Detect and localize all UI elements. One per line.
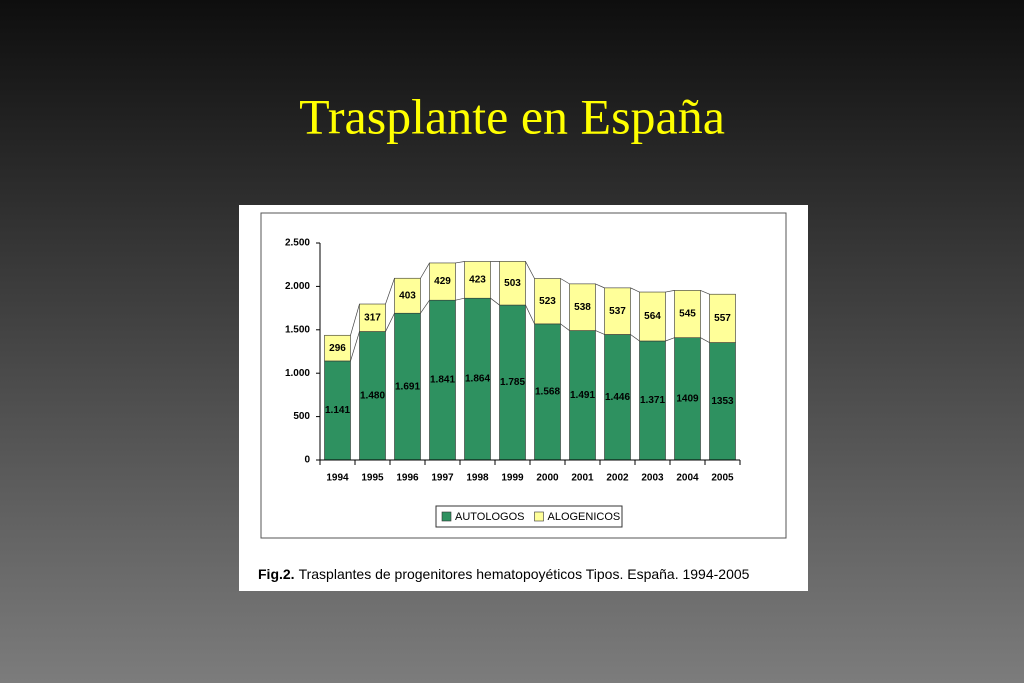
connector-line: [350, 331, 360, 362]
value-label: 1409: [676, 393, 699, 404]
x-tick-label: 2005: [711, 473, 734, 484]
value-label: 423: [469, 274, 486, 285]
connector-line: [490, 297, 500, 306]
connector-line: [455, 261, 465, 264]
value-label: 317: [364, 312, 381, 323]
x-tick-label: 2000: [536, 473, 559, 484]
value-label: 1.371: [640, 395, 665, 406]
value-label: 1.568: [535, 387, 560, 398]
x-tick-label: 1996: [396, 473, 419, 484]
value-label: 1.785: [500, 377, 525, 388]
value-label: 503: [504, 278, 521, 289]
connector-line: [525, 261, 535, 279]
connector-line: [420, 262, 430, 279]
bar-segment: [709, 293, 736, 343]
bar-segment: [499, 304, 526, 461]
value-label: 1.446: [605, 392, 630, 403]
connector-line: [350, 303, 360, 336]
value-label: 1.841: [430, 375, 455, 386]
connector-line: [560, 278, 570, 285]
bar-segment: [394, 277, 421, 314]
x-tick-label: 2001: [571, 473, 594, 484]
connector-line: [700, 337, 710, 343]
legend-swatch: [441, 511, 452, 522]
caption-label: Fig.2.: [258, 566, 295, 582]
connector-line: [665, 337, 675, 342]
legend-label: ALOGENICOS: [547, 511, 620, 523]
bar-segment: [429, 299, 456, 461]
legend-box: [435, 505, 623, 528]
value-label: 1.864: [465, 374, 490, 385]
value-label: 403: [399, 290, 416, 301]
bar-segment: [709, 342, 736, 461]
connector-line: [455, 297, 465, 301]
x-tick-label: 1994: [326, 473, 349, 484]
slide-title: Trasplante en España: [299, 88, 725, 144]
connector-line: [420, 300, 430, 314]
bar-segment: [324, 334, 351, 362]
value-label: 557: [714, 313, 731, 324]
connector-line: [630, 287, 640, 293]
connector-line: [700, 290, 710, 295]
value-label: 1.480: [360, 390, 385, 401]
connector-line: [630, 334, 640, 342]
value-label: 537: [609, 306, 626, 317]
bar-segment: [604, 334, 631, 461]
bar-segment: [674, 290, 701, 338]
connector-line: [385, 278, 395, 305]
bar-segment: [359, 331, 386, 461]
connector-line: [595, 283, 605, 289]
y-tick-label: 500: [293, 411, 310, 422]
x-tick-label: 1999: [501, 473, 524, 484]
x-tick-label: 2004: [676, 473, 699, 484]
value-label: 429: [434, 276, 451, 287]
value-label: 1.691: [395, 381, 420, 392]
bar-segment: [534, 278, 561, 325]
value-label: 523: [539, 296, 556, 307]
bar-segment: [394, 312, 421, 461]
bar-segment: [429, 262, 456, 301]
bar-segment: [359, 303, 386, 332]
value-label: 538: [574, 302, 591, 313]
bar-segment: [324, 360, 351, 461]
bar-segment: [534, 323, 561, 461]
x-tick-label: 1995: [361, 473, 384, 484]
x-tick-label: 1998: [466, 473, 489, 484]
value-label: 296: [329, 343, 346, 354]
connector-line: [665, 290, 675, 293]
bar-segment: [569, 330, 596, 461]
x-tick-label: 2002: [606, 473, 629, 484]
bar-segment: [464, 261, 491, 299]
y-tick-label: 2.000: [285, 281, 310, 292]
caption-text: Trasplantes de progenitores hematopoyéti…: [299, 566, 750, 582]
caption: Fig.2. Trasplantes de progenitores hemato…: [258, 566, 750, 582]
value-label: 1.491: [570, 390, 595, 401]
connector-line: [560, 323, 570, 331]
value-label: 1.141: [325, 405, 350, 416]
x-tick-label: 2003: [641, 473, 664, 484]
connector-line: [385, 313, 395, 332]
bar-segment: [499, 261, 526, 306]
value-label: 545: [679, 309, 696, 320]
connector-line: [595, 330, 605, 335]
y-tick-label: 1.000: [285, 368, 310, 379]
y-tick-label: 2.500: [285, 238, 310, 249]
bar-segment: [569, 283, 596, 331]
value-label: 564: [644, 311, 661, 322]
x-tick-label: 1997: [431, 473, 454, 484]
bar-segment: [464, 297, 491, 461]
y-tick-label: 1.500: [285, 324, 310, 335]
connector-line: [525, 304, 535, 325]
legend-label: AUTOLOGOS: [455, 511, 524, 523]
y-tick-label: 0: [304, 455, 310, 466]
value-label: 1353: [711, 396, 734, 407]
bar-segment: [639, 291, 666, 342]
bar-segment: [604, 287, 631, 335]
legend-swatch: [534, 511, 544, 522]
